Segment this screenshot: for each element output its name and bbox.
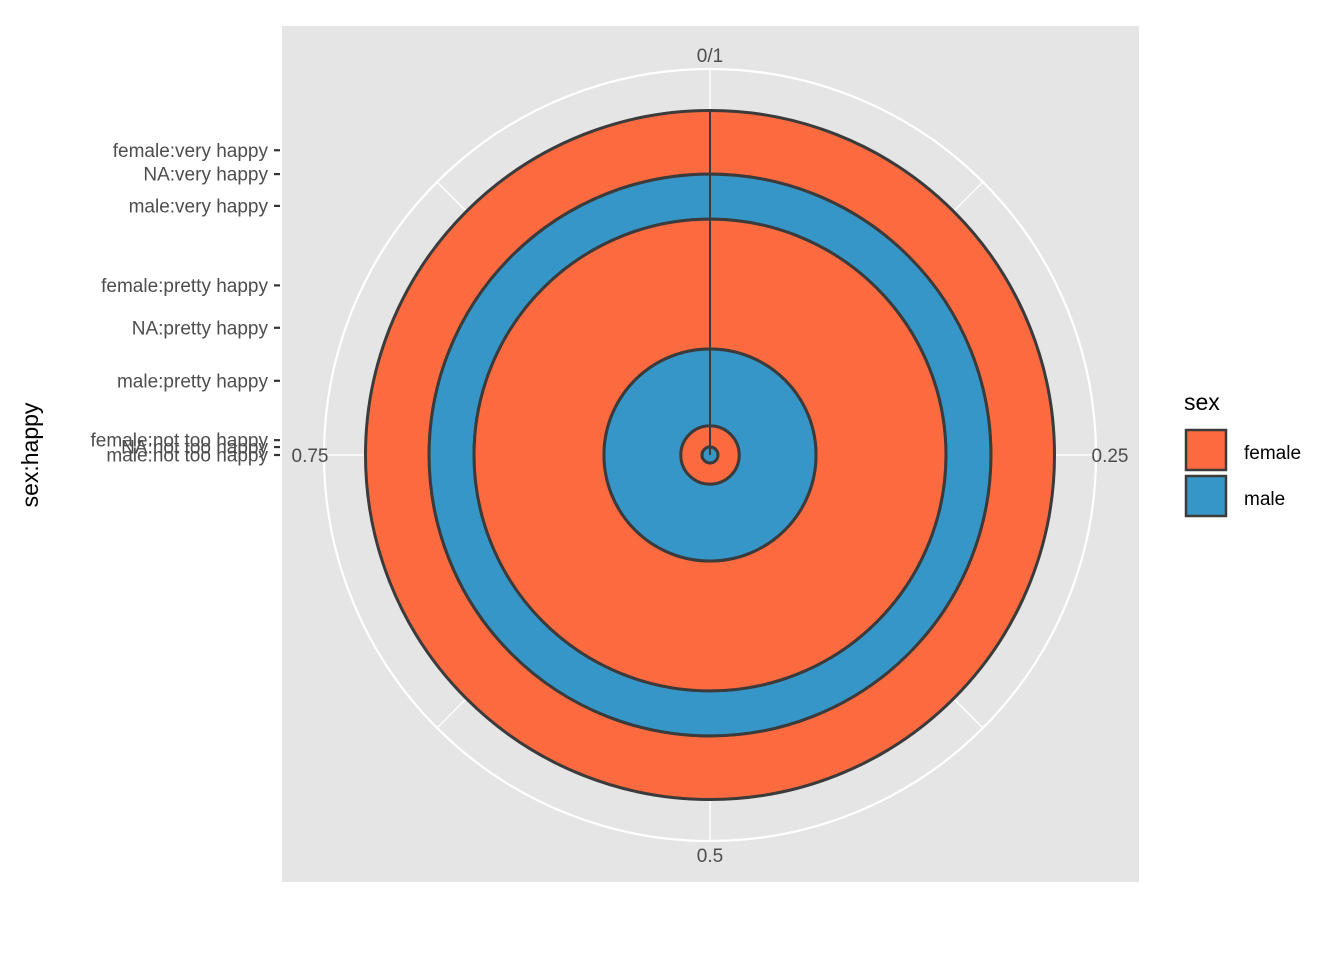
legend-label-female: female (1244, 443, 1301, 464)
y-tick-label: male:not too happy (106, 446, 268, 467)
legend-title: sex (1184, 389, 1220, 415)
y-tick-label: male:pretty happy (117, 371, 269, 392)
y-tick-label: NA:not too happy (121, 438, 268, 459)
y-tick-label: female:very happy (113, 141, 269, 162)
y-tick-label: female:pretty happy (101, 276, 268, 297)
theta-tick-label: 0.5 (697, 846, 723, 867)
legend: sex female male (1184, 389, 1301, 518)
theta-tick-label: 0.25 (1092, 446, 1129, 467)
outer-gridline (322, 67, 1098, 843)
y-tick-label: NA:very happy (143, 165, 268, 186)
theta-labels: 0/1 0.25 0.5 0.75 (292, 46, 1129, 867)
y-axis-title: sex:happy (17, 402, 43, 507)
theta-tick-label: 0.75 (292, 446, 329, 467)
bars-layer (364, 108, 1056, 802)
y-tick-label: female:not too happy (91, 431, 269, 452)
y-tick-label: NA:pretty happy (132, 318, 269, 339)
theta-tick-label: 0/1 (697, 46, 723, 67)
legend-key-female (1184, 428, 1228, 472)
legend-key-male (1184, 474, 1228, 518)
y-tick-label: male:very happy (129, 196, 269, 217)
legend-label-male: male (1244, 489, 1285, 510)
